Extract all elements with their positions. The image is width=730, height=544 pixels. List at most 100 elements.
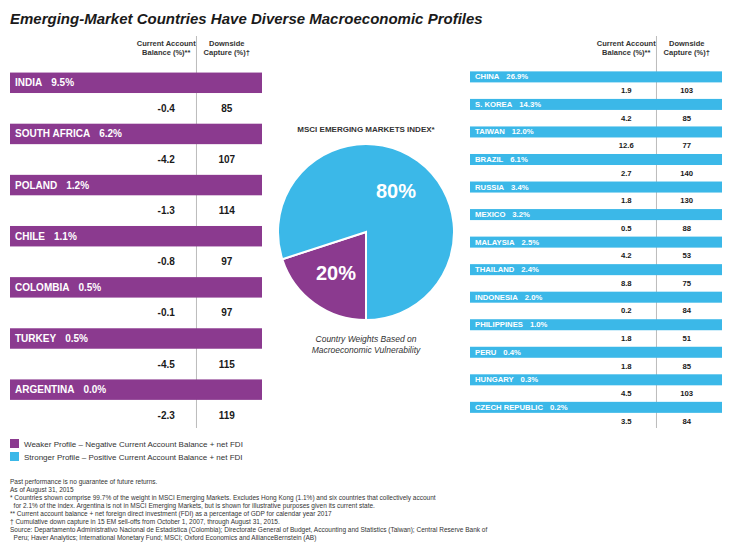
separator bbox=[656, 36, 657, 428]
country-bar bbox=[470, 319, 722, 330]
country-share: 3.4% bbox=[511, 183, 529, 192]
country-bar bbox=[470, 154, 722, 165]
country-share: 0.5% bbox=[65, 333, 88, 344]
country-name: RUSSIA bbox=[475, 183, 505, 192]
chart: Emerging-Market Countries Have Diverse M… bbox=[0, 0, 730, 544]
pie-title: MSCI EMERGING MARKETS INDEX* bbox=[297, 125, 435, 134]
cab-value: 8.8 bbox=[621, 279, 632, 288]
cab-value: 12.6 bbox=[619, 141, 634, 150]
dc-value: 84 bbox=[682, 306, 691, 315]
text-line: Downside bbox=[209, 39, 244, 48]
country-name: HUNGARY bbox=[475, 375, 515, 384]
country-share: 14.3% bbox=[519, 100, 541, 109]
footnote: † Cumulative down capture in 15 EM sell-… bbox=[10, 518, 280, 526]
legend-entry: Stronger Profile – Positive Current Acco… bbox=[24, 453, 243, 462]
country-share: 0.2% bbox=[550, 403, 568, 412]
dc-value: 84 bbox=[682, 417, 691, 426]
column-header: Current AccountBalance (%)** bbox=[597, 39, 656, 57]
country-bar bbox=[470, 374, 722, 385]
cab-value: 4.5 bbox=[621, 389, 632, 398]
country-share: 1.0% bbox=[530, 320, 548, 329]
country-bar bbox=[10, 328, 262, 348]
country-name: THAILAND bbox=[475, 265, 515, 274]
dc-value: 119 bbox=[219, 410, 236, 421]
dc-value: 75 bbox=[682, 279, 691, 288]
cab-value: 4.2 bbox=[621, 251, 632, 260]
country-name: PERU bbox=[475, 348, 497, 357]
dc-value: 97 bbox=[221, 307, 233, 318]
footnote: Peru; Haver Analytics; International Mon… bbox=[10, 534, 316, 542]
legend-swatch bbox=[10, 439, 19, 448]
country-name: PHILIPPINES bbox=[475, 320, 523, 329]
pie-slice bbox=[278, 144, 454, 320]
footnote: As of August 31, 2015 bbox=[10, 486, 74, 494]
footnote: * Countries shown comprise 99.7% of the … bbox=[10, 494, 436, 502]
country-share: 0.4% bbox=[503, 348, 521, 357]
cab-value: 1.8 bbox=[621, 334, 632, 343]
country-share: 1.2% bbox=[66, 180, 89, 191]
legend-entry: Weaker Profile – Negative Current Accoun… bbox=[24, 440, 243, 449]
country-bar bbox=[10, 379, 262, 399]
country-name: INDONESIA bbox=[475, 293, 518, 302]
country-bar bbox=[470, 402, 722, 413]
country-bar bbox=[470, 237, 722, 248]
cab-value: 1.8 bbox=[621, 196, 632, 205]
footnote: ** Current account balance + net foreign… bbox=[10, 510, 332, 518]
dc-value: 85 bbox=[682, 362, 691, 371]
country-share: 6.2% bbox=[99, 128, 122, 139]
country-bar bbox=[470, 264, 722, 275]
dc-value: 107 bbox=[218, 154, 235, 165]
data-label: 20% bbox=[316, 262, 356, 284]
cab-value: -0.4 bbox=[158, 103, 176, 114]
country-bar bbox=[470, 292, 722, 303]
footnote: for 2.1% of the index. Argentina is not … bbox=[10, 502, 375, 510]
country-share: 0.3% bbox=[521, 375, 539, 384]
cab-value: -0.8 bbox=[158, 256, 176, 267]
country-bar bbox=[10, 175, 262, 195]
cab-value: -0.1 bbox=[158, 307, 176, 318]
cab-value: 1.8 bbox=[621, 362, 632, 371]
country-bar bbox=[470, 347, 722, 358]
country-name: S. KOREA bbox=[475, 100, 513, 109]
country-share: 0.5% bbox=[78, 282, 101, 293]
cab-value: 4.2 bbox=[621, 114, 632, 123]
country-share: 2.0% bbox=[525, 293, 543, 302]
text-line: Balance (%)** bbox=[142, 48, 190, 57]
country-name: ARGENTINA bbox=[15, 384, 74, 395]
country-share: 26.9% bbox=[506, 72, 528, 81]
country-name: POLAND bbox=[15, 180, 57, 191]
text-line: Capture (%)† bbox=[204, 48, 250, 57]
country-name: BRAZIL bbox=[475, 155, 504, 164]
text-line: Current Account bbox=[597, 39, 656, 48]
text-line: Balance (%)** bbox=[602, 48, 650, 57]
dc-value: 114 bbox=[219, 205, 236, 216]
country-share: 0.0% bbox=[83, 384, 106, 395]
cab-value: 2.7 bbox=[621, 169, 632, 178]
country-name: COLOMBIA bbox=[15, 282, 69, 293]
dc-value: 77 bbox=[682, 141, 691, 150]
column-header: Current AccountBalance (%)** bbox=[137, 39, 196, 57]
country-share: 12.0% bbox=[512, 127, 534, 136]
country-share: 6.1% bbox=[510, 155, 528, 164]
country-bar bbox=[470, 209, 722, 220]
country-name: TAIWAN bbox=[475, 127, 505, 136]
country-bar bbox=[470, 99, 722, 110]
cab-value: -1.3 bbox=[158, 205, 176, 216]
text-line: Current Account bbox=[137, 39, 196, 48]
country-name: MALAYSIA bbox=[475, 238, 515, 247]
dc-value: 140 bbox=[680, 169, 693, 178]
text-line: Capture (%)† bbox=[664, 48, 710, 57]
dc-value: 51 bbox=[682, 334, 691, 343]
country-share: 9.5% bbox=[51, 77, 74, 88]
dc-value: 103 bbox=[680, 86, 693, 95]
text-line: Macroeconomic Vulnerability bbox=[312, 345, 421, 355]
cab-value: 1.9 bbox=[621, 86, 632, 95]
country-name: MEXICO bbox=[475, 210, 505, 219]
footnotes: Past performance is no guarantee of futu… bbox=[10, 478, 487, 542]
pie: 20%80% bbox=[278, 144, 454, 320]
cab-value: -2.3 bbox=[158, 410, 176, 421]
country-name: CHINA bbox=[475, 72, 500, 81]
country-bar bbox=[470, 71, 722, 82]
country-bar bbox=[10, 124, 262, 144]
text-line: Downside bbox=[669, 39, 704, 48]
